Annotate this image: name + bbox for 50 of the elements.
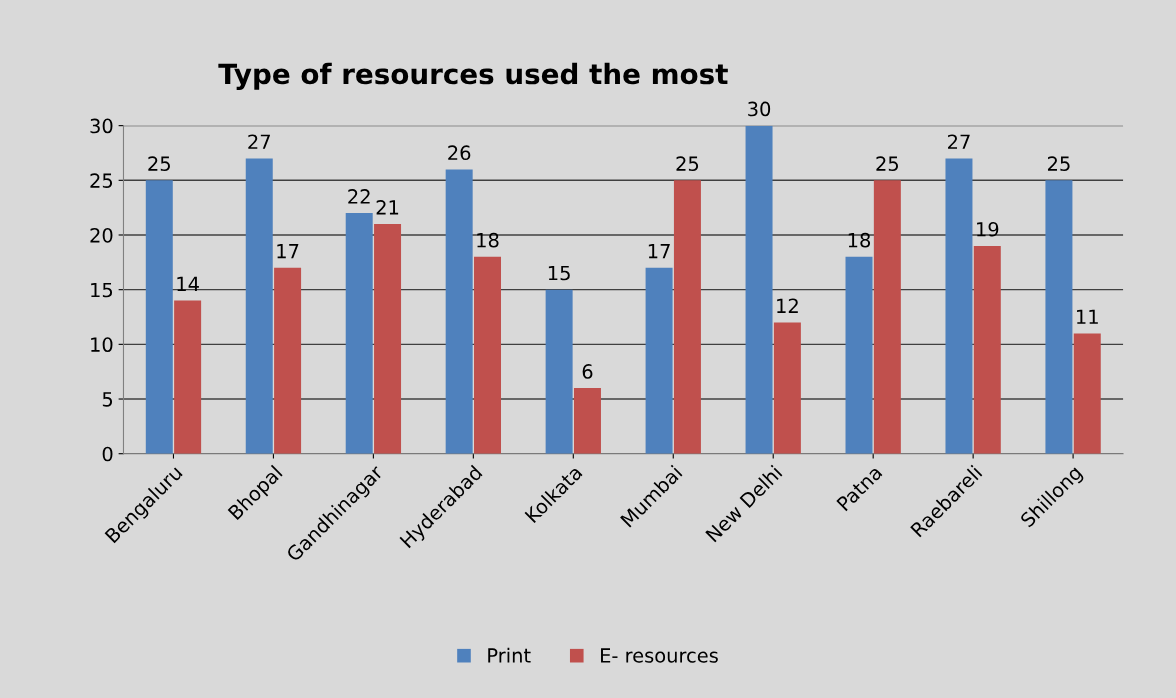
chart-title: Type of resources used the most bbox=[218, 62, 728, 90]
bar bbox=[174, 300, 202, 454]
data-label: 18 bbox=[848, 232, 871, 248]
y-tick-label: 15 bbox=[91, 282, 113, 298]
bar bbox=[374, 224, 402, 454]
data-label: 27 bbox=[948, 134, 970, 149]
data-label: 25 bbox=[148, 156, 170, 171]
data-label: 6 bbox=[582, 364, 593, 379]
data-label: 12 bbox=[777, 298, 798, 313]
bar bbox=[1073, 333, 1101, 454]
bar bbox=[245, 158, 273, 454]
bar bbox=[745, 125, 773, 454]
bar bbox=[345, 213, 373, 454]
data-label: 14 bbox=[177, 276, 199, 292]
bar bbox=[673, 180, 701, 454]
bar bbox=[445, 169, 473, 454]
data-label: 21 bbox=[376, 200, 399, 215]
data-label: 27 bbox=[248, 134, 270, 149]
bar bbox=[545, 289, 573, 454]
data-label: 22 bbox=[348, 189, 370, 204]
data-label: 25 bbox=[876, 156, 899, 171]
bar bbox=[474, 256, 501, 454]
y-tick-label: 20 bbox=[90, 227, 113, 243]
y-tick-label: 10 bbox=[91, 337, 113, 353]
bar bbox=[274, 267, 302, 454]
legend-label: E- resources bbox=[601, 648, 718, 663]
data-label: 17 bbox=[277, 244, 299, 259]
data-label: 30 bbox=[748, 101, 771, 117]
y-tick-label: 0 bbox=[102, 446, 113, 462]
y-tick-label: 25 bbox=[90, 173, 113, 188]
y-tick-label: 30 bbox=[90, 118, 113, 134]
data-label: 19 bbox=[977, 221, 999, 237]
bar bbox=[1045, 180, 1073, 454]
data-label: 11 bbox=[1077, 309, 1098, 324]
data-label: 25 bbox=[1047, 156, 1070, 171]
bar bbox=[573, 388, 601, 454]
bar bbox=[945, 158, 973, 454]
bar bbox=[845, 256, 873, 454]
y-tick-label: 5 bbox=[102, 392, 113, 407]
data-label: 25 bbox=[676, 156, 699, 171]
data-label: 26 bbox=[448, 145, 471, 161]
bar bbox=[973, 245, 1001, 454]
data-label: 15 bbox=[548, 265, 570, 281]
data-label: 18 bbox=[477, 232, 499, 248]
bar bbox=[773, 322, 801, 454]
bar bbox=[645, 267, 673, 454]
bar bbox=[873, 180, 901, 454]
legend-label: Print bbox=[488, 647, 531, 663]
bar bbox=[145, 180, 173, 454]
data-label: 17 bbox=[648, 244, 670, 259]
